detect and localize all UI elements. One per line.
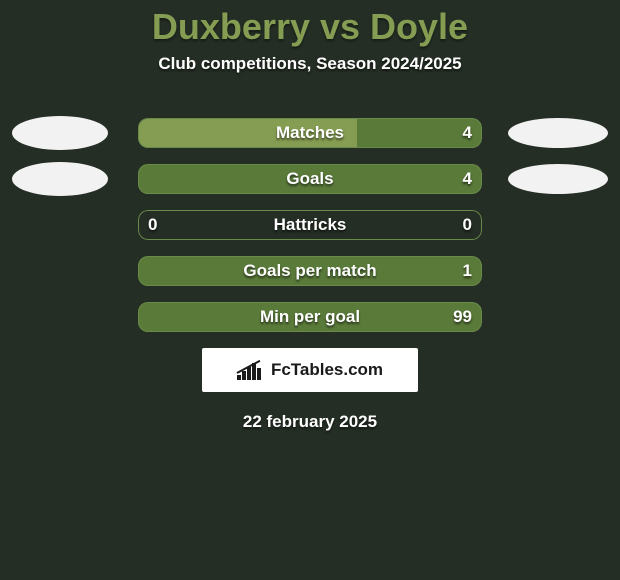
icon-bar xyxy=(257,368,261,380)
subtitle: Club competitions, Season 2024/2025 xyxy=(0,54,620,74)
player-avatar-left xyxy=(12,162,108,196)
stat-label: Goals xyxy=(138,164,482,194)
bar-chart-icon xyxy=(237,360,265,380)
stat-bar: 00Hattricks xyxy=(138,210,482,240)
icon-bar xyxy=(237,375,241,380)
attribution-badge: FcTables.com xyxy=(202,348,418,392)
stat-label: Min per goal xyxy=(138,302,482,332)
page-title: Duxberry vs Doyle xyxy=(0,0,620,48)
comparison-rows: 74Matches 04Goals 00Hattricks 1Goals per ma… xyxy=(0,118,620,332)
icon-bar xyxy=(242,371,246,380)
stat-bar: 04Goals xyxy=(138,164,482,194)
stat-label: Hattricks xyxy=(138,210,482,240)
player-avatar-left xyxy=(12,116,108,150)
stat-row: 74Matches xyxy=(0,118,620,148)
stat-row: 00Hattricks xyxy=(0,210,620,240)
stat-row: 1Goals per match xyxy=(0,256,620,286)
stat-row: 04Goals xyxy=(0,164,620,194)
stat-bar: 99Min per goal xyxy=(138,302,482,332)
stat-bar: 74Matches xyxy=(138,118,482,148)
date-label: 22 february 2025 xyxy=(0,412,620,432)
icon-bar xyxy=(247,367,251,380)
stat-row: 99Min per goal xyxy=(0,302,620,332)
attribution-text: FcTables.com xyxy=(271,360,383,380)
stat-bar: 1Goals per match xyxy=(138,256,482,286)
stat-label: Matches xyxy=(138,118,482,148)
stat-label: Goals per match xyxy=(138,256,482,286)
player-avatar-right xyxy=(508,118,608,148)
player-avatar-right xyxy=(508,164,608,194)
